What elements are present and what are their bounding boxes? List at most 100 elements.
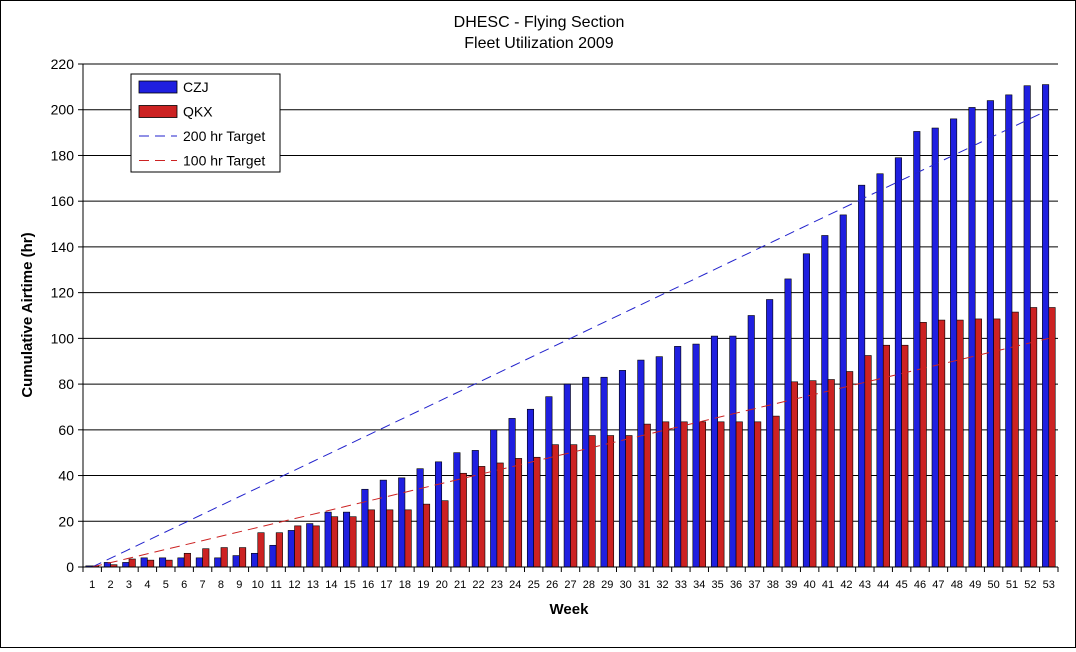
bar-czj-week-42 [839,214,847,568]
x-tick-label: 43 [859,579,871,591]
bar-qkx-week-3 [128,558,136,568]
x-tick-label: 49 [969,579,981,591]
bar-czj-week-22 [471,450,479,568]
bar-qkx-week-43 [864,355,872,568]
bar-qkx-week-33 [680,421,688,568]
bar-czj-week-52 [1023,85,1031,568]
bar-czj-week-26 [545,396,553,568]
bar-czj-week-3 [122,562,130,568]
x-tick-label: 10 [252,579,264,591]
bar-czj-week-12 [287,530,295,568]
legend-label: QKX [183,104,213,120]
bar-czj-week-44 [876,173,884,568]
bar-czj-week-25 [526,408,535,568]
bar-czj-week-47 [931,127,939,568]
bar-qkx-week-36 [735,421,743,568]
chart-subtitle: Fleet Utilization 2009 [464,35,614,52]
bar-czj-week-46 [913,131,921,568]
bar-czj-week-24 [508,418,516,568]
bar-czj-week-35 [710,335,718,568]
x-tick-label: 31 [638,579,650,591]
x-tick-label: 2 [108,579,114,591]
bar-czj-week-29 [600,376,608,568]
bar-czj-week-4 [140,557,148,568]
bar-qkx-week-27 [570,444,578,568]
bar-czj-week-21 [453,452,461,568]
y-tick-label: 80 [58,376,74,392]
bar-qkx-week-49 [974,318,982,568]
bar-qkx-week-28 [588,435,596,568]
bar-czj-week-13 [306,523,314,568]
bar-czj-week-7 [195,557,203,568]
x-tick-label: 46 [914,579,926,591]
bar-czj-week-43 [858,184,866,568]
bar-czj-week-50 [986,100,994,568]
bar-czj-week-14 [324,511,332,568]
x-tick-label: 9 [236,579,242,591]
y-tick-label: 20 [58,513,74,529]
bar-qkx-week-22 [478,466,486,568]
bar-czj-week-27 [563,383,571,568]
bar-qkx-week-37 [754,421,762,568]
bar-czj-week-51 [1005,94,1013,568]
x-tick-label: 20 [436,579,448,591]
bar-qkx-week-17 [386,509,394,568]
x-tick-label: 36 [730,579,742,591]
bar-czj-week-34 [692,343,700,568]
x-tick-label: 17 [380,579,392,591]
x-tick-label: 47 [932,579,944,591]
x-tick-label: 16 [362,579,374,591]
bar-qkx-week-7 [202,548,210,568]
bar-qkx-week-29 [606,435,615,568]
y-axis-label: Cumulative Airtime (hr) [19,232,36,397]
y-tick-label: 180 [51,147,75,163]
x-tick-label: 27 [564,579,576,591]
bar-czj-week-41 [821,235,829,568]
x-tick-label: 25 [528,579,540,591]
bar-qkx-week-52 [1030,307,1038,568]
bar-qkx-week-42 [846,371,854,568]
bar-czj-week-49 [968,107,976,568]
bar-qkx-week-4 [147,559,155,568]
y-tick-label: 0 [66,559,74,575]
target-line-100-hr-target [92,337,1049,568]
bar-czj-week-16 [361,488,369,568]
bar-czj-week-37 [747,315,755,568]
y-tick-label: 140 [51,239,75,255]
bar-qkx-week-8 [220,547,228,568]
bar-czj-week-40 [802,253,810,568]
bar-qkx-week-23 [496,462,504,568]
bar-qkx-week-5 [165,559,173,568]
bar-czj-week-5 [159,557,167,568]
bar-qkx-week-34 [698,421,707,568]
bar-qkx-week-19 [423,503,431,568]
x-tick-label: 32 [656,579,668,591]
bar-czj-week-15 [343,511,351,568]
bar-czj-week-48 [950,118,958,568]
bar-qkx-week-20 [441,500,449,568]
bar-czj-week-18 [398,477,406,568]
bar-qkx-week-26 [551,444,559,568]
x-tick-label: 11 [270,579,281,591]
bar-qkx-week-38 [772,415,780,568]
bar-czj-week-19 [416,468,424,568]
bar-czj-week-53 [1042,84,1050,568]
legend-label: 200 hr Target [183,128,265,144]
x-tick-label: 15 [344,579,356,591]
bar-qkx-week-45 [901,344,909,568]
bar-qkx-week-16 [367,509,375,568]
bar-qkx-week-21 [459,472,467,568]
bar-qkx-week-32 [662,421,670,568]
bar-czj-week-11 [269,544,277,568]
bar-czj-week-32 [655,356,663,568]
legend-label: 100 hr Target [183,153,265,169]
x-tick-label: 38 [767,579,779,591]
bar-czj-week-39 [784,278,792,568]
bar-qkx-week-11 [275,532,283,568]
bar-qkx-week-51 [1011,311,1019,568]
x-tick-label: 19 [417,579,429,591]
x-tick-label: 44 [877,579,889,591]
y-tick-label: 120 [51,285,75,301]
y-tick-label: 200 [51,102,75,118]
